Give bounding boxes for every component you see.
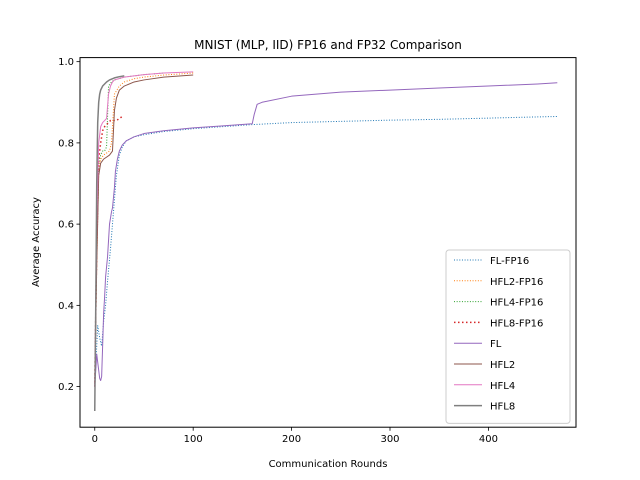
legend-entry-label: HFL4-FP16	[490, 298, 543, 309]
y-tick-label: 1.0	[58, 57, 74, 68]
plot-area	[94, 71, 558, 411]
y-tick-label: 0.8	[58, 138, 74, 149]
y-axis: 0.2 0.4 0.6 0.8 1.0	[58, 57, 80, 393]
legend-entry-label: FL	[490, 339, 502, 350]
chart-title: MNIST (MLP, IID) FP16 and FP32 Compariso…	[194, 38, 462, 52]
legend: FL-FP16 HFL2-FP16 HFL4-FP16 HFL8-FP16 FL HFL2…	[445, 249, 571, 424]
series-line-5	[94, 82, 558, 387]
series-line-6	[94, 74, 194, 387]
y-tick-label: 0.2	[58, 382, 74, 393]
x-tick-label: 0	[92, 434, 98, 445]
x-tick-label: 400	[479, 434, 498, 445]
series-line-8	[94, 75, 125, 411]
x-tick-label: 300	[380, 434, 399, 445]
legend-entry-label: HFL8	[490, 402, 515, 413]
legend-entry-label: HFL8-FP16	[490, 318, 543, 329]
y-tick-label: 0.6	[58, 220, 74, 231]
x-axis-label: Communication Rounds	[269, 459, 388, 470]
x-tick-label: 100	[184, 434, 203, 445]
y-axis-label: Average Accuracy	[31, 197, 42, 287]
x-axis: 0 100 200 300 400	[92, 427, 498, 445]
y-tick-label: 0.4	[58, 301, 74, 312]
legend-entry-label: FL-FP16	[490, 256, 529, 267]
axes-frame	[79, 57, 577, 428]
legend-entry-label: HFL4	[490, 381, 515, 392]
legend-box	[445, 249, 571, 424]
series-line-4	[94, 115, 123, 387]
x-tick-label: 200	[282, 434, 301, 445]
series-line-7	[94, 71, 194, 387]
legend-entry-label: HFL2	[490, 360, 515, 371]
legend-entry-label: HFL2-FP16	[490, 277, 543, 288]
series-line-1	[94, 115, 558, 387]
